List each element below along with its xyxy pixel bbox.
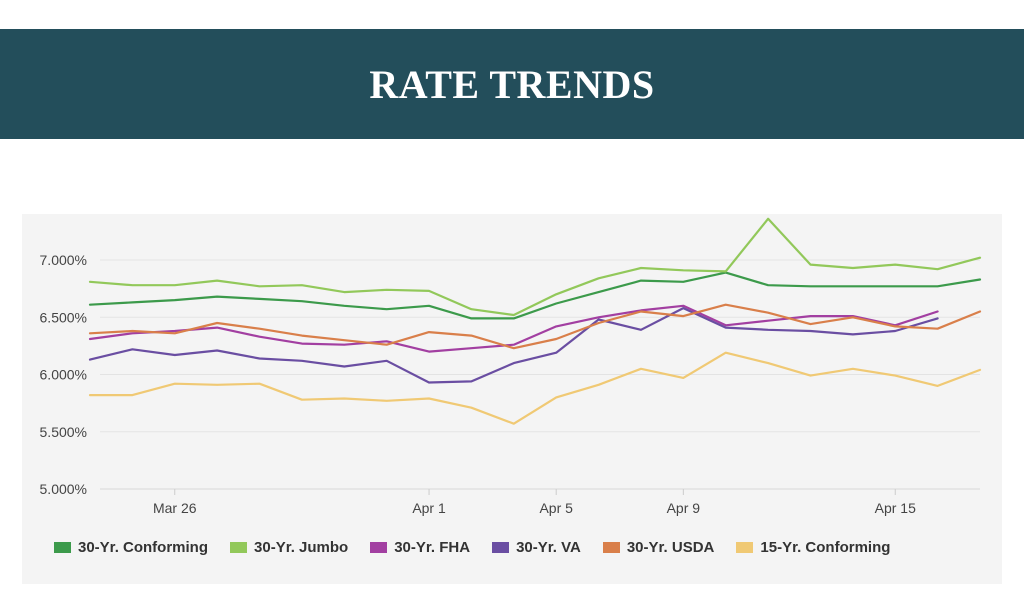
y-tick-label: 6.000% [40, 367, 87, 383]
legend-swatch [54, 542, 71, 553]
legend-label: 30-Yr. Conforming [78, 539, 209, 556]
series-line-30-yr-jumbo [88, 217, 982, 317]
x-tick-label: Apr 5 [539, 500, 573, 516]
legend-item[interactable]: 30-Yr. VA [492, 539, 581, 556]
chart-plot: 5.000% 5.500% 6.000% 6.500% 7.000% Mar 26 Apr … [40, 217, 982, 516]
legend-swatch [230, 542, 248, 553]
x-tick-label: Apr 1 [412, 500, 446, 516]
legend-swatch [736, 542, 754, 553]
legend-swatch [492, 542, 510, 553]
y-tick-label: 6.500% [40, 309, 87, 325]
page-title: RATE TRENDS [369, 61, 655, 107]
x-tick-label: Mar 26 [153, 500, 197, 516]
series-line-15-yr-conforming [88, 351, 982, 425]
series-line-30-yr-fha [88, 304, 939, 353]
legend-label: 30-Yr. Jumbo [254, 539, 349, 556]
legend-item[interactable]: 30-Yr. FHA [370, 539, 470, 556]
legend-item[interactable]: 30-Yr. Jumbo [230, 539, 348, 556]
legend-label: 30-Yr. VA [516, 539, 581, 556]
legend-label: 30-Yr. FHA [394, 539, 471, 556]
legend-swatch [370, 542, 388, 553]
legend-label: 30-Yr. USDA [626, 539, 715, 556]
rate-trends-chart: 5.000% 5.500% 6.000% 6.500% 7.000% Mar 26 Apr … [22, 214, 1002, 584]
x-tick-label: Apr 9 [667, 500, 701, 516]
legend-item[interactable]: 30-Yr. Conforming [54, 539, 208, 556]
header-banner: RATE TRENDS [0, 29, 1024, 139]
legend-item[interactable]: 30-Yr. USDA [602, 539, 715, 556]
series-line-30-yr-va [88, 306, 939, 384]
y-tick-label: 5.500% [40, 424, 87, 440]
legend-swatch [602, 542, 620, 553]
x-tick-label: Apr 15 [875, 500, 916, 516]
y-tick-label: 7.000% [40, 252, 87, 268]
series-line-30-yr-conforming [88, 271, 982, 320]
series-line-30-yr-usda [88, 303, 982, 350]
y-tick-label: 5.000% [40, 481, 87, 497]
legend-label: 15-Yr. Conforming [760, 539, 891, 556]
legend-item[interactable]: 15-Yr. Conforming [736, 539, 890, 556]
chart-legend: 30-Yr. Conforming 30-Yr. Jumbo 30-Yr. FHA 3… [54, 539, 912, 556]
